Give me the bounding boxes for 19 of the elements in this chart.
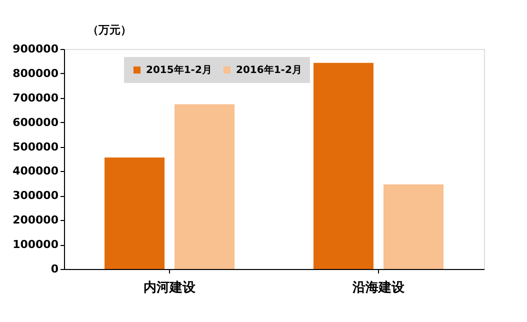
y-tick-label: 300000 — [12, 189, 59, 202]
legend-label: 2015年1-2月 — [146, 64, 212, 76]
y-tick-label: 100000 — [12, 238, 59, 252]
y-tick-label: 900000 — [12, 42, 59, 56]
y-tick-label: 600000 — [12, 116, 59, 129]
y-tick-label: 0 — [50, 262, 59, 276]
y-tick-label: 700000 — [12, 91, 59, 104]
x-tick-label: 沿海建设 — [351, 280, 406, 296]
y-tick-label: 500000 — [12, 140, 59, 154]
y-tick-label: 400000 — [12, 164, 59, 178]
bar — [174, 104, 235, 269]
y-tick-label: 800000 — [12, 66, 59, 80]
legend-label: 2016年1-2月 — [236, 64, 302, 76]
x-tick-label: 内河建设 — [144, 280, 197, 296]
bar — [104, 158, 165, 269]
y-tick-label: 200000 — [12, 214, 59, 227]
bar — [313, 62, 374, 269]
y-axis-title: （万元） — [88, 24, 132, 36]
bar — [383, 184, 444, 269]
